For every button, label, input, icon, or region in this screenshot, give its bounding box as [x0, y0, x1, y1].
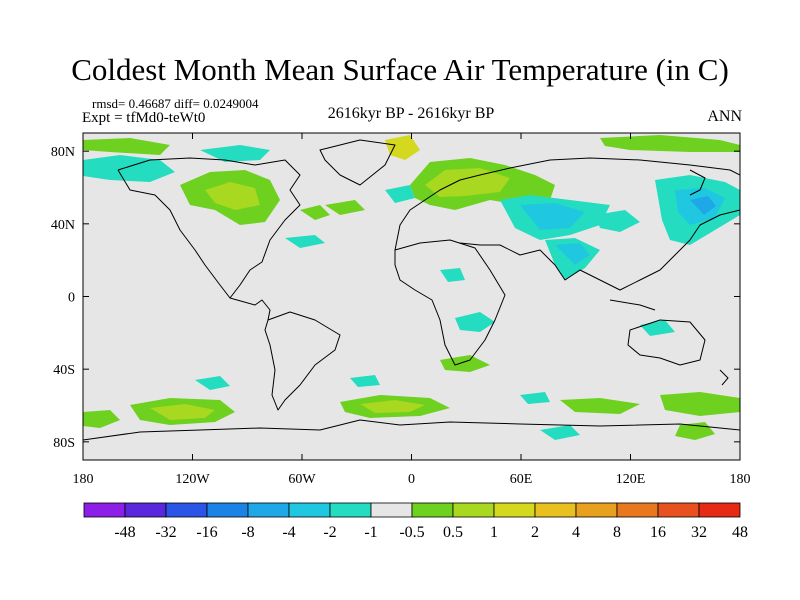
colorbar-swatch	[370, 502, 413, 518]
map-plot-area	[83, 133, 740, 460]
colorbar-label: -2	[323, 524, 336, 541]
colorbar-label: 32	[691, 524, 707, 541]
axis-labels: 80N 40N 0 40S 80S 180 120W 60W 0 60E 120E 180	[51, 145, 751, 487]
period-label: 2616kyr BP - 2616kyr BP	[327, 105, 495, 122]
lat-tick-label: 80N	[51, 145, 75, 160]
lon-tick-label: 180	[730, 472, 751, 487]
colorbar-swatch	[247, 502, 290, 518]
colorbar-swatch	[657, 502, 700, 518]
axis-ticks	[82, 133, 741, 460]
colorbar-label: -8	[241, 524, 254, 541]
colorbar-swatch	[83, 502, 126, 518]
colorbar-swatch	[124, 502, 167, 518]
stats-label: rmsd= 0.46687 diff= 0.0249004	[92, 96, 259, 111]
colorbar-swatch	[411, 502, 454, 518]
colorbar-label: 16	[650, 524, 666, 541]
colorbar-label: -48	[114, 524, 135, 541]
colorbar-label: 2	[531, 524, 539, 541]
colorbar-label: -32	[155, 524, 176, 541]
lon-tick-label: 0	[408, 472, 415, 487]
colorbar-swatch	[288, 502, 331, 518]
colorbar-label: -1	[364, 524, 377, 541]
colorbar-label: 1	[490, 524, 498, 541]
colorbar-label: 4	[572, 524, 580, 541]
colorbar: -48 -32 -16 -8 -4 -2 -1 -0.5 0.5 1 2 4 8 16 32 48	[83, 502, 748, 541]
colorbar-swatch	[206, 502, 249, 518]
coastlines	[83, 139, 740, 441]
lon-tick-label: 60W	[288, 472, 316, 487]
lat-tick-label: 80S	[53, 436, 75, 451]
colorbar-swatch	[329, 502, 372, 518]
colorbar-label: 8	[613, 524, 621, 541]
lon-tick-label: 180	[73, 472, 94, 487]
colorbar-swatch	[165, 502, 208, 518]
colorbar-swatch	[698, 502, 741, 518]
colorbar-label: -0.5	[399, 524, 424, 541]
colorbar-swatch	[493, 502, 536, 518]
lat-tick-label: 40S	[53, 363, 75, 378]
map-title: Coldest Month Mean Surface Air Temperatu…	[71, 52, 729, 87]
lon-tick-label: 120E	[616, 472, 646, 487]
colorbar-label: 48	[732, 524, 748, 541]
colorbar-swatch	[452, 502, 495, 518]
colorbar-swatch	[575, 502, 618, 518]
warm-anomaly-areas	[83, 135, 740, 440]
lat-tick-label: 0	[68, 291, 75, 306]
season-label: ANN	[707, 108, 742, 125]
lat-tick-label: 40N	[51, 218, 75, 233]
colorbar-swatch	[534, 502, 577, 518]
colorbar-label: -4	[282, 524, 295, 541]
colorbar-label: 0.5	[443, 524, 463, 541]
colorbar-label: -16	[196, 524, 217, 541]
lon-tick-label: 60E	[510, 472, 533, 487]
colorbar-swatch	[616, 502, 659, 518]
experiment-label: Expt = tfMd0-teWt0	[82, 110, 206, 126]
cold-anomaly-areas	[83, 145, 740, 440]
lon-tick-label: 120W	[175, 472, 210, 487]
